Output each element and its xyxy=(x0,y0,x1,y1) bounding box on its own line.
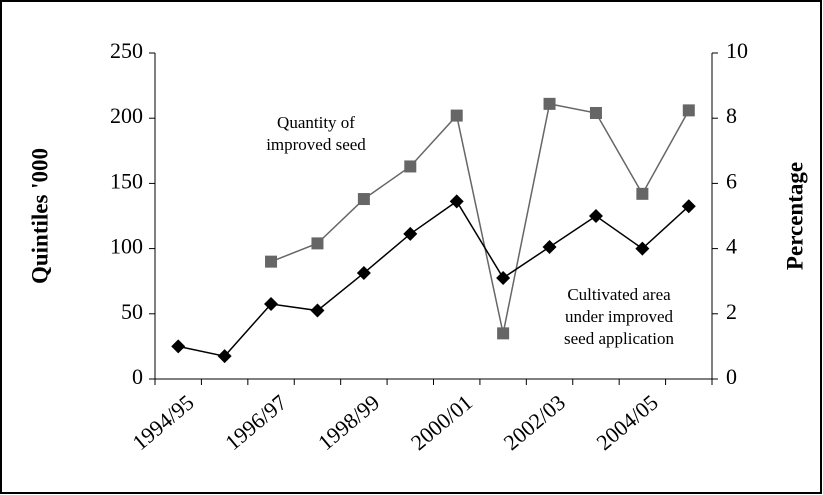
marker xyxy=(357,193,370,206)
marker xyxy=(265,255,278,268)
x-tick-label: 1998/99 xyxy=(313,390,384,456)
y-axis-label: Quintiles '000 xyxy=(27,148,52,284)
series-line xyxy=(178,200,690,358)
y-tick-label: 150 xyxy=(110,168,143,193)
x-tick-label: 1996/97 xyxy=(220,390,291,456)
y-tick-label: 0 xyxy=(132,364,143,389)
y2-tick-label: 10 xyxy=(726,38,748,63)
marker xyxy=(171,339,186,354)
marker xyxy=(635,241,650,256)
marker xyxy=(682,104,695,117)
marker xyxy=(543,97,556,110)
marker xyxy=(589,106,602,119)
annotation: Quantity of xyxy=(277,113,355,132)
y-tick-label: 200 xyxy=(110,103,143,128)
marker xyxy=(403,226,418,241)
y2-axis-label: Percentage xyxy=(782,162,807,270)
y2-tick-label: 8 xyxy=(726,103,737,128)
marker xyxy=(588,209,603,223)
annotation: seed application xyxy=(564,329,674,348)
y2-tick-label: 4 xyxy=(726,234,737,259)
marker xyxy=(636,187,649,200)
marker xyxy=(449,194,464,209)
y2-tick-label: 0 xyxy=(726,364,737,389)
y2-tick-label: 2 xyxy=(726,299,737,324)
y-tick-label: 250 xyxy=(110,38,143,63)
marker xyxy=(217,349,232,364)
x-tick-label: 2002/03 xyxy=(499,390,570,456)
marker xyxy=(310,303,325,318)
x-tick-label: 2000/01 xyxy=(406,390,477,456)
y-tick-label: 50 xyxy=(121,299,143,324)
y2-tick-label: 6 xyxy=(726,168,737,193)
annotation: under improved xyxy=(565,307,674,326)
marker xyxy=(404,160,417,173)
annotation: Cultivated area xyxy=(567,285,671,304)
marker xyxy=(450,109,463,122)
series-line xyxy=(270,102,690,334)
x-tick-label: 1994/95 xyxy=(127,390,198,456)
marker xyxy=(264,297,279,312)
marker xyxy=(356,266,371,281)
marker xyxy=(681,199,696,214)
marker xyxy=(542,239,557,254)
marker xyxy=(496,270,511,285)
marker xyxy=(497,327,510,340)
x-tick-label: 2004/05 xyxy=(592,390,663,456)
marker xyxy=(311,237,324,250)
annotation: improved seed xyxy=(266,135,366,154)
y-tick-label: 100 xyxy=(110,234,143,259)
